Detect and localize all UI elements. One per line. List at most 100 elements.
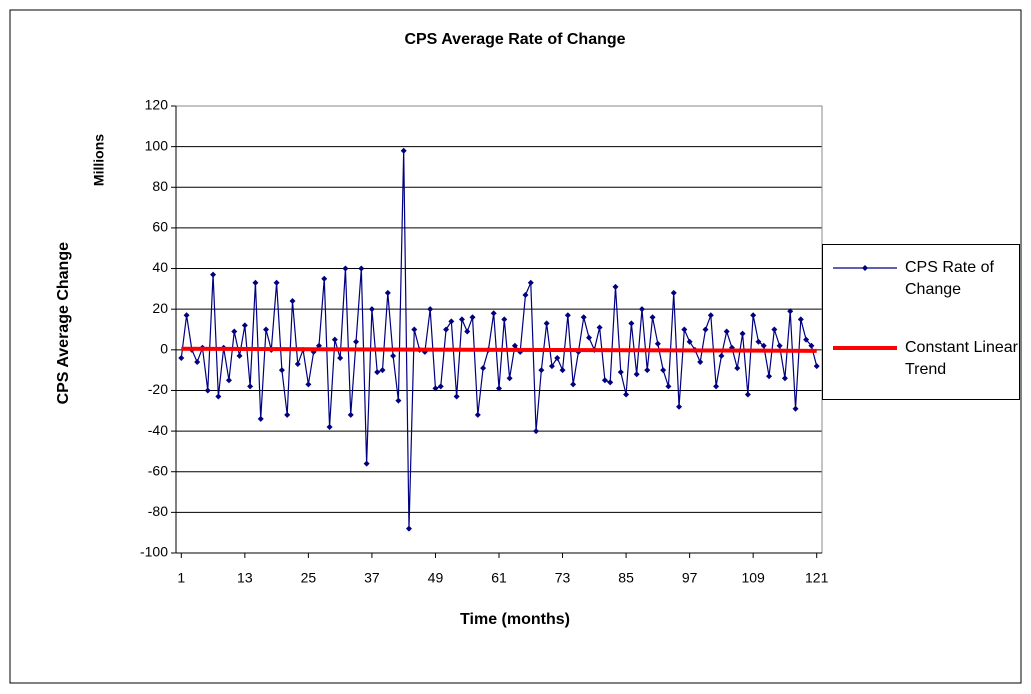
y-tick-label: -40 [148,422,168,438]
data-point [554,354,561,361]
data-point [506,375,513,382]
data-point [305,381,312,388]
legend-swatch [833,265,897,271]
x-tick-label: 25 [301,570,317,586]
data-point [464,328,471,335]
data-point [813,363,820,370]
legend: CPS Rate of Change Constant Linear Trend [822,244,1020,400]
data-point [533,428,540,435]
x-tick-label: 73 [555,570,571,586]
series-line [181,346,817,353]
data-point [548,363,555,370]
data-point [760,342,767,349]
data-point [458,316,465,323]
data-point [559,367,566,374]
y-tick-label: 20 [152,300,168,316]
x-tick-label: 85 [618,570,634,586]
data-point [654,340,661,347]
data-point [247,383,254,390]
data-point [379,367,386,374]
data-point [210,271,217,278]
x-tick-label: 13 [237,570,253,586]
y-axis-label: CPS Average Change [55,242,72,405]
data-point [496,385,502,392]
y-unit-label: Millions [91,134,107,186]
data-point [702,326,709,333]
y-tick-label: -60 [148,462,168,478]
data-point [427,306,434,313]
data-point [543,320,550,327]
data-point [686,338,693,345]
data-point [564,312,571,319]
data-point [384,289,391,296]
data-point [374,369,381,376]
data-point [596,324,603,331]
data-point [644,367,651,374]
legend-swatch [833,346,897,350]
data-point [580,314,587,321]
data-point [490,310,497,317]
y-tick-label: 120 [145,97,169,113]
data-point [766,373,773,380]
data-point [474,411,481,418]
data-point [448,318,455,325]
x-tick-label: 49 [428,570,444,586]
y-tick-label: 60 [152,219,168,235]
data-point [649,314,656,321]
data-point [225,377,232,384]
data-point [781,375,788,382]
data-point [453,393,460,400]
data-point [607,379,614,386]
data-point [204,387,211,394]
x-tick-label: 109 [741,570,765,586]
data-point [660,367,667,374]
legend-label: CPS Rate of Change [905,259,994,298]
data-point [681,326,688,333]
data-point [638,306,645,313]
data-point [400,147,407,154]
y-tick-label: 100 [145,137,169,153]
data-point [501,316,508,323]
data-point [617,369,624,376]
data-point [665,383,672,390]
legend-label: Constant Linear Trend [905,339,1018,378]
data-point [289,298,296,305]
data-point [331,336,338,343]
data-point [713,383,720,390]
data-point [670,289,677,296]
data-point [241,322,248,329]
data-point [236,352,243,359]
x-tick-label: 1 [177,570,185,586]
data-point [284,411,291,418]
y-tick-label: 0 [160,341,168,357]
data-point [294,361,301,368]
y-tick-label: 80 [152,178,168,194]
x-axis-label: Time (months) [460,611,570,628]
data-point [586,334,593,341]
data-point [215,393,222,400]
data-point [750,312,757,319]
y-tick-label: 40 [152,259,168,275]
y-tick-label: -100 [140,544,168,560]
data-point [676,403,683,410]
data-point [570,381,577,388]
data-point [178,354,185,361]
y-tick-label: -20 [148,381,168,397]
data-point [252,279,259,286]
data-point [263,326,270,333]
data-point [527,279,534,286]
data-point [808,342,815,349]
data-point [395,397,402,404]
data-point [443,326,450,333]
y-tick-label: -80 [148,503,168,519]
chart-title: CPS Average Rate of Change [404,31,625,48]
data-point [411,326,418,333]
data-point [326,424,333,431]
data-point [342,265,349,272]
data-point [337,354,344,361]
data-point [363,460,370,467]
data-point [183,312,190,319]
data-point [511,342,518,349]
data-point [718,352,725,359]
data-point [358,265,365,272]
